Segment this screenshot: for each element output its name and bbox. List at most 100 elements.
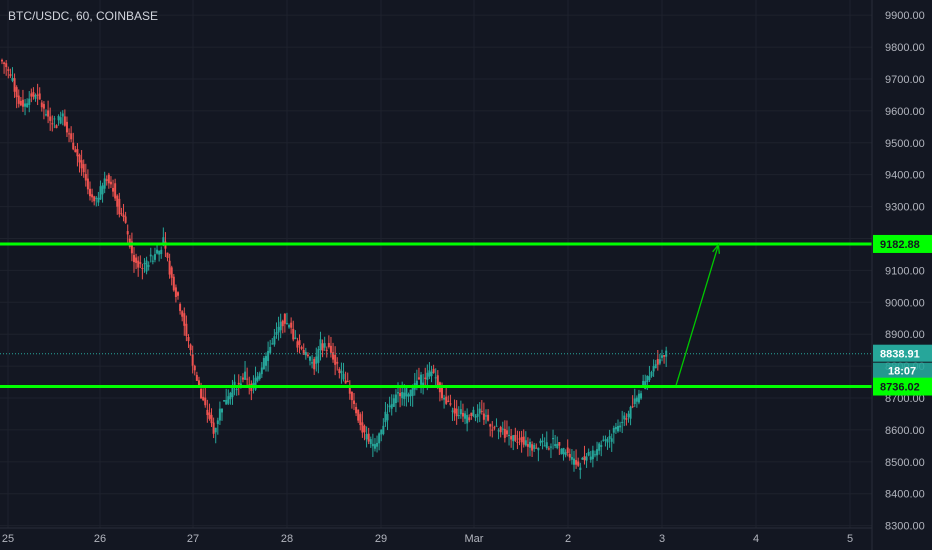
candle-body: [579, 467, 582, 471]
candle-body: [518, 438, 521, 440]
candle-body: [629, 407, 632, 419]
y-tick-label: 9100.00: [885, 265, 925, 277]
candle-body: [82, 164, 85, 173]
candle-body: [353, 400, 355, 404]
candle-body: [172, 276, 175, 291]
candle-body: [179, 304, 182, 311]
candle-body: [642, 380, 645, 387]
candle-body: [658, 359, 661, 364]
candle-body: [103, 178, 106, 189]
candle-body: [292, 328, 295, 340]
candle-body: [273, 336, 276, 345]
candle-body: [7, 69, 10, 71]
candle-body: [281, 320, 284, 327]
candle-body: [562, 447, 565, 455]
candle-body: [608, 436, 611, 439]
candle-body: [380, 429, 383, 435]
candle-body: [99, 186, 102, 200]
candle-body: [19, 100, 22, 106]
y-tick-label: 8700.00: [885, 393, 925, 405]
candle-body: [575, 460, 578, 465]
candle-body: [216, 420, 219, 425]
candle-body: [170, 267, 173, 278]
candle-body: [390, 404, 393, 409]
candle-body: [510, 436, 513, 440]
candle-body: [139, 262, 142, 264]
level-price-tag: [873, 377, 932, 396]
candle-body: [241, 377, 244, 380]
candle-body: [491, 429, 494, 431]
candle-body: [200, 388, 203, 399]
candle-body: [470, 412, 473, 417]
candle-body: [445, 396, 448, 404]
candle-body: [376, 442, 379, 447]
candle-body: [55, 125, 58, 129]
candle-body: [124, 216, 127, 223]
candle-body: [627, 413, 630, 418]
candle-body: [570, 457, 573, 460]
x-tick-label: 2: [565, 533, 571, 545]
candle-body: [556, 443, 559, 449]
candle-body: [149, 254, 152, 257]
candle-body: [306, 354, 309, 357]
candle-body: [208, 412, 211, 419]
candle-body: [520, 437, 523, 443]
candle-body: [145, 260, 148, 272]
y-tick-label: 9600.00: [885, 106, 925, 118]
candle-body: [415, 380, 418, 386]
y-tick-label: 9400.00: [885, 170, 925, 182]
time-axis[interactable]: 25 26 27 28 29 Mar 2 3 4 5: [0, 527, 872, 545]
candle-body: [386, 414, 389, 421]
candle-body: [604, 439, 607, 441]
candle-body: [420, 374, 423, 385]
y-tick-label: 9000.00: [885, 297, 925, 309]
candle-body: [591, 450, 594, 460]
candle-body: [612, 427, 615, 433]
candle-body: [640, 393, 643, 399]
candle-body: [168, 260, 171, 275]
x-tick-label: 5: [847, 533, 853, 545]
candle-body: [5, 63, 8, 68]
candle-body: [522, 436, 525, 445]
candle-body: [529, 441, 531, 448]
candle-body: [147, 265, 150, 267]
candle-body: [3, 62, 6, 65]
candle-body: [89, 188, 91, 197]
candle-body: [560, 448, 563, 455]
candle-body: [160, 249, 163, 255]
candle-body: [552, 438, 555, 440]
candle-body: [13, 78, 16, 92]
candle-body: [631, 406, 634, 408]
candle-body: [461, 412, 464, 417]
candle-body: [449, 403, 452, 405]
candle-body: [633, 398, 636, 405]
candle-body: [344, 380, 347, 384]
candle-body: [587, 451, 590, 456]
candle-body: [371, 443, 374, 447]
candle-body: [260, 367, 263, 375]
candle-body: [317, 349, 320, 363]
candle-body: [459, 409, 462, 415]
candle-body: [63, 116, 66, 126]
candle-body: [84, 173, 87, 181]
candle-body: [21, 99, 24, 107]
candle-body: [619, 425, 622, 428]
candle-body: [583, 456, 586, 461]
candle-body: [514, 434, 517, 441]
candle-body: [309, 356, 311, 361]
candle-body: [61, 113, 64, 117]
price-axis[interactable]: 9900.00 9800.00 9700.00 9600.00 9500.00 9400.…: [871, 0, 932, 550]
candle-body: [321, 343, 324, 351]
y-tick-label: 9700.00: [885, 74, 925, 86]
candle-body: [432, 368, 435, 373]
candle-body: [183, 313, 186, 326]
candle-body: [34, 94, 37, 99]
candle-body: [468, 417, 471, 421]
candle-body: [411, 386, 414, 396]
candle-body: [237, 382, 240, 385]
candle-body: [304, 351, 307, 356]
candle-body: [15, 87, 18, 98]
candle-body: [543, 445, 546, 447]
x-tick-label: Mar: [465, 533, 484, 545]
